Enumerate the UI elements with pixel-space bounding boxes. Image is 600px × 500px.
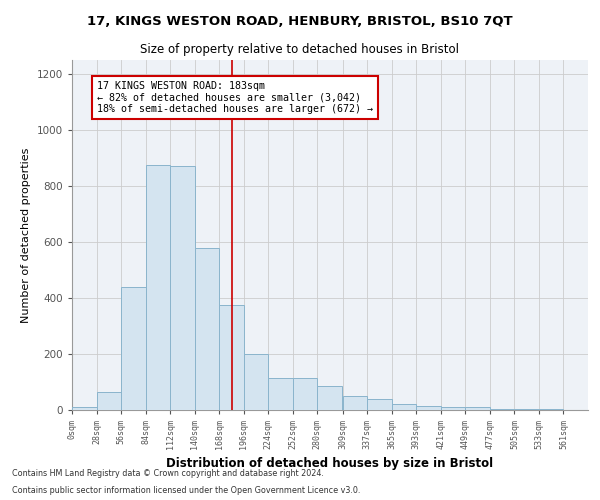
Text: Contains public sector information licensed under the Open Government Licence v3: Contains public sector information licen…	[12, 486, 361, 495]
Bar	[367, 399, 392, 410]
Text: Size of property relative to detached houses in Bristol: Size of property relative to detached ho…	[140, 42, 460, 56]
Bar	[416, 406, 441, 410]
Bar	[170, 166, 194, 410]
Bar	[97, 392, 121, 410]
Text: 17, KINGS WESTON ROAD, HENBURY, BRISTOL, BS10 7QT: 17, KINGS WESTON ROAD, HENBURY, BRISTOL,…	[87, 15, 513, 28]
Bar	[268, 378, 293, 410]
Bar	[194, 248, 219, 410]
X-axis label: Distribution of detached houses by size in Bristol: Distribution of detached houses by size …	[166, 458, 494, 470]
Bar	[72, 407, 97, 410]
Bar	[514, 409, 539, 410]
Bar	[146, 165, 170, 410]
Bar	[317, 386, 342, 410]
Bar	[244, 354, 268, 410]
Bar	[219, 305, 244, 410]
Bar	[441, 406, 466, 410]
Text: 17 KINGS WESTON ROAD: 183sqm
← 82% of detached houses are smaller (3,042)
18% of: 17 KINGS WESTON ROAD: 183sqm ← 82% of de…	[97, 81, 373, 114]
Bar	[293, 378, 317, 410]
Y-axis label: Number of detached properties: Number of detached properties	[21, 148, 31, 322]
Bar	[490, 408, 514, 410]
Bar	[343, 396, 367, 410]
Bar	[466, 407, 490, 410]
Text: Contains HM Land Registry data © Crown copyright and database right 2024.: Contains HM Land Registry data © Crown c…	[12, 468, 324, 477]
Bar	[121, 287, 146, 410]
Bar	[392, 404, 416, 410]
